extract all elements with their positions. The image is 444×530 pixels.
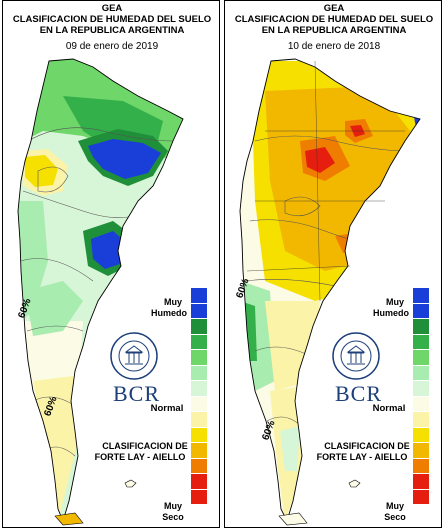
bcr-seal-icon [332, 332, 380, 380]
legend-swatch [413, 318, 429, 334]
legend-swatch [191, 411, 207, 427]
legend-swatch [191, 302, 207, 318]
map-title-line2: EN LA REPUBLICA ARGENTINA [261, 25, 407, 36]
bcr-seal-icon [110, 332, 158, 380]
tierra-del-fuego [54, 512, 84, 526]
legend-swatch [191, 333, 207, 349]
method-line2: FORTE LAY - AIELLO [94, 452, 186, 462]
legend-swatch [413, 426, 429, 442]
legend-swatch [191, 287, 207, 303]
legend-dry-label-2: Seco [162, 512, 184, 522]
map-title-line2: EN LA REPUBLICA ARGENTINA [39, 25, 185, 36]
country-outline [17, 58, 184, 523]
legend-color-scale [191, 287, 207, 504]
legend-dry-label-1: Muy [164, 501, 182, 511]
legend-dry-label-2: Seco [384, 512, 406, 522]
legend-swatch [191, 349, 207, 365]
map-panel-2018: GEA CLASIFICACION DE HUMEDAD DEL SUELO E… [224, 0, 442, 528]
legend-wet-label-1: Muy [386, 297, 404, 307]
bcr-logo: BCR [113, 381, 161, 406]
province-borders [246, 60, 405, 302]
legend-swatch [413, 364, 429, 380]
method-line1: CLASIFICACION DE [324, 441, 410, 451]
bcr-logo: BCR [335, 381, 383, 406]
org-label: GEA [323, 3, 345, 14]
legend-swatch [413, 411, 429, 427]
map-date: 09 de enero de 2019 [65, 41, 159, 52]
method-line2: FORTE LAY - AIELLO [316, 452, 408, 462]
legend-swatch [191, 318, 207, 334]
legend-swatch [191, 442, 207, 458]
legend-normal-label: Normal [372, 403, 406, 414]
legend-wet-label-2: Humedo [151, 308, 187, 318]
argentina-map-2018 [239, 58, 421, 526]
legend-swatch [413, 302, 429, 318]
country-outline [239, 58, 421, 523]
legend-swatch [191, 364, 207, 380]
legend-swatch [413, 488, 429, 504]
legend-swatch [191, 457, 207, 473]
tierra-del-fuego [278, 512, 308, 526]
legend-swatch [413, 457, 429, 473]
legend-swatch [191, 395, 207, 411]
map-title-line1: CLASIFICACION DE HUMEDAD DEL SUELO [234, 14, 434, 25]
legend-swatch [413, 473, 429, 489]
legend-swatch [413, 442, 429, 458]
legend-swatch [191, 488, 207, 504]
legend-swatch [413, 333, 429, 349]
legend-swatch [413, 380, 429, 396]
argentina-map-2019 [17, 58, 184, 526]
legend-swatch [191, 473, 207, 489]
legend-wet-label-1: Muy [164, 297, 182, 307]
legend-wet-label-2: Humedo [373, 308, 409, 318]
legend-swatch [191, 380, 207, 396]
legend-swatch [413, 395, 429, 411]
legend-normal-label: Normal [150, 403, 184, 414]
map-panel-2019: GEA CLASIFICACION DE HUMEDAD DEL SUELO E… [2, 0, 220, 528]
org-label: GEA [101, 3, 123, 14]
malvinas-islands [124, 479, 137, 488]
malvinas-islands [348, 479, 361, 488]
map-date: 10 de enero de 2018 [287, 41, 381, 52]
legend-swatch [413, 287, 429, 303]
legend-dry-label-1: Muy [386, 501, 404, 511]
legend-swatch [191, 426, 207, 442]
method-line1: CLASIFICACION DE [102, 441, 188, 451]
map-title-line1: CLASIFICACION DE HUMEDAD DEL SUELO [12, 14, 212, 25]
legend-swatch [413, 349, 429, 365]
legend-color-scale [413, 287, 429, 504]
